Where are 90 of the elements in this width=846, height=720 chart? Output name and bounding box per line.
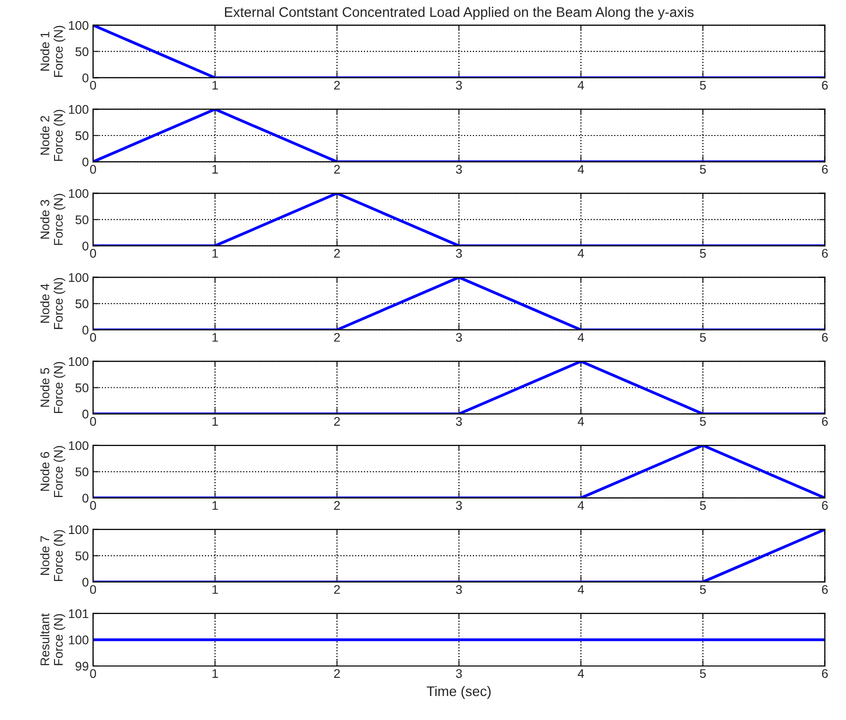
x-tick-label: 0 bbox=[90, 248, 96, 258]
x-tick-label: 5 bbox=[700, 165, 706, 174]
x-tick-label: 6 bbox=[822, 80, 828, 90]
x-tick-label: 1 bbox=[212, 165, 218, 174]
y-tick-label: 0 bbox=[82, 74, 88, 82]
y-tick-label: 100 bbox=[68, 105, 88, 114]
x-axis-title: Time (sec) bbox=[426, 686, 491, 699]
y-tick-label: 0 bbox=[82, 326, 88, 334]
y-tick-label: 0 bbox=[82, 158, 88, 166]
y-axis-title: Node 5 Force (N) bbox=[40, 362, 66, 413]
x-tick-label: 5 bbox=[700, 669, 706, 678]
x-tick-label: 3 bbox=[456, 164, 462, 174]
x-tick-label: 4 bbox=[578, 585, 584, 594]
x-tick-label: 2 bbox=[334, 332, 340, 342]
x-tick-label: 2 bbox=[334, 585, 340, 594]
y-tick-label: 101 bbox=[68, 609, 88, 618]
x-tick-label: 3 bbox=[456, 80, 462, 90]
y-axis-title: Resultant Force (N) bbox=[40, 613, 66, 666]
x-tick-label: 4 bbox=[578, 501, 584, 510]
x-tick-label: 6 bbox=[822, 585, 828, 594]
x-tick-label: 1 bbox=[212, 585, 218, 594]
y-tick-label: 50 bbox=[75, 215, 88, 224]
x-tick-label: 4 bbox=[578, 249, 584, 258]
x-tick-label: 6 bbox=[822, 248, 828, 258]
x-tick-label: 2 bbox=[334, 669, 340, 678]
y-axis-title: Node 3 Force (N) bbox=[40, 194, 66, 245]
x-tick-label: 3 bbox=[456, 332, 462, 342]
y-tick-label: 100 bbox=[68, 273, 88, 282]
y-tick-label: 100 bbox=[68, 636, 88, 644]
x-tick-label: 6 bbox=[822, 669, 828, 678]
x-tick-label: 1 bbox=[212, 669, 218, 678]
y-tick-label: 50 bbox=[75, 467, 88, 476]
x-tick-label: 3 bbox=[456, 248, 462, 258]
x-tick-label: 5 bbox=[700, 249, 706, 258]
x-tick-label: 2 bbox=[334, 248, 340, 258]
x-tick-label: 0 bbox=[90, 164, 96, 174]
x-tick-label: 5 bbox=[700, 333, 706, 342]
y-tick-label: 0 bbox=[82, 494, 88, 503]
x-tick-label: 4 bbox=[578, 165, 584, 174]
x-tick-label: 3 bbox=[456, 585, 462, 594]
x-tick-label: 1 bbox=[212, 249, 218, 258]
x-tick-label: 4 bbox=[578, 80, 584, 90]
y-tick-label: 50 bbox=[75, 299, 88, 308]
x-tick-label: 4 bbox=[578, 669, 584, 678]
y-tick-label: 50 bbox=[75, 383, 88, 392]
x-tick-label: 2 bbox=[334, 80, 340, 90]
x-tick-label: 3 bbox=[456, 669, 462, 678]
y-tick-label: 50 bbox=[75, 552, 88, 560]
x-tick-label: 2 bbox=[334, 416, 340, 426]
x-tick-label: 0 bbox=[90, 501, 96, 510]
x-tick-label: 6 bbox=[822, 164, 828, 174]
y-axis-title: Node 4 Force (N) bbox=[40, 278, 66, 329]
x-tick-label: 1 bbox=[212, 80, 218, 90]
x-tick-label: 5 bbox=[700, 417, 706, 426]
x-tick-label: 2 bbox=[334, 501, 340, 510]
y-tick-label: 100 bbox=[68, 525, 88, 534]
y-tick-label: 100 bbox=[68, 357, 88, 366]
y-tick-label: 0 bbox=[82, 410, 88, 419]
x-tick-label: 3 bbox=[456, 501, 462, 510]
y-axis-title: Node 2 Force (N) bbox=[40, 110, 66, 161]
x-tick-label: 5 bbox=[700, 501, 706, 510]
x-tick-label: 3 bbox=[456, 416, 462, 426]
y-tick-label: 99 bbox=[76, 662, 88, 671]
x-tick-label: 1 bbox=[212, 501, 218, 510]
y-tick-label: 100 bbox=[68, 21, 88, 30]
x-tick-label: 0 bbox=[90, 80, 96, 90]
y-tick-label: 100 bbox=[68, 189, 88, 198]
x-tick-label: 1 bbox=[212, 417, 218, 426]
x-tick-label: 4 bbox=[578, 417, 584, 426]
x-tick-label: 6 bbox=[822, 501, 828, 510]
x-tick-label: 0 bbox=[90, 332, 96, 342]
y-axis-title: Node 1 Force (N) bbox=[40, 26, 66, 77]
y-axis-title: Node 6 Force (N) bbox=[40, 446, 66, 498]
x-tick-label: 1 bbox=[212, 333, 218, 342]
y-tick-label: 50 bbox=[75, 131, 88, 140]
x-tick-label: 2 bbox=[334, 164, 340, 174]
x-tick-label: 6 bbox=[822, 332, 828, 342]
y-tick-label: 50 bbox=[75, 47, 88, 56]
x-tick-label: 6 bbox=[822, 416, 828, 426]
x-tick-label: 5 bbox=[700, 80, 706, 90]
x-tick-label: 0 bbox=[90, 585, 96, 594]
y-tick-label: 100 bbox=[68, 441, 88, 450]
chart-title: External Contstant Concentrated Load Applied on the Beam Along the y-axis bbox=[225, 6, 694, 20]
y-tick-label: 0 bbox=[82, 578, 88, 587]
x-tick-label: 0 bbox=[90, 669, 96, 678]
x-tick-label: 0 bbox=[90, 416, 96, 426]
y-axis-title: Node 7 Force (N) bbox=[40, 530, 66, 582]
y-tick-label: 0 bbox=[82, 242, 88, 250]
x-tick-label: 5 bbox=[700, 585, 706, 594]
x-tick-label: 4 bbox=[578, 333, 584, 342]
